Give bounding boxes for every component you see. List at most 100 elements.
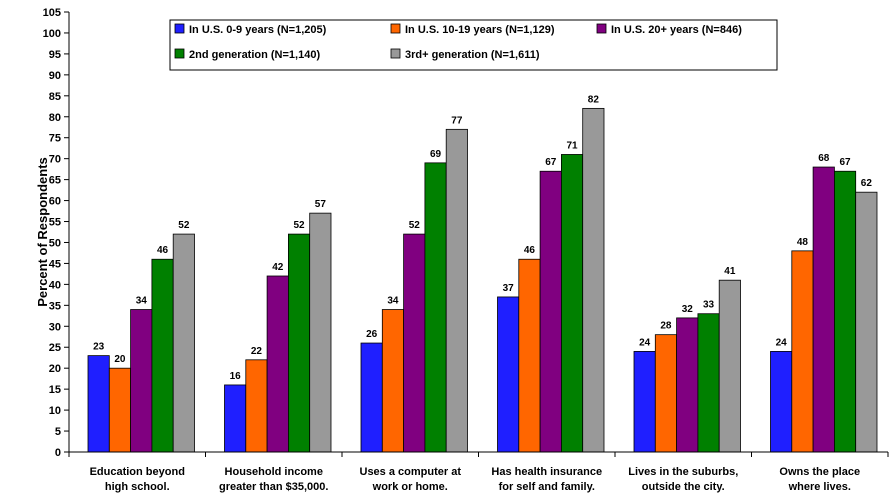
legend-entry: In U.S. 0-9 years (N=1,205) (189, 24, 327, 36)
bar (381, 309, 404, 453)
data-label: 52 (178, 220, 190, 231)
category-label: Lives in the suburbs, outside the city. (628, 466, 738, 493)
legend-box (169, 19, 778, 71)
data-label: 34 (387, 296, 399, 307)
bar (633, 351, 656, 453)
y-axis-label: Percent of Respondents (35, 157, 50, 307)
y-tick-label: 10 (49, 405, 61, 417)
bar (582, 107, 605, 453)
bar (87, 355, 110, 453)
y-tick-label: 15 (49, 384, 61, 396)
bar (812, 166, 835, 453)
legend-swatch (390, 48, 401, 59)
y-tick-label: 25 (49, 342, 61, 354)
data-label: 82 (588, 94, 600, 105)
category-label: Owns the place where lives. (779, 466, 860, 493)
legend-entry: 3rd+ generation (N=1,611) (405, 49, 540, 61)
legend-entry: In U.S. 10-19 years (N=1,129) (405, 24, 555, 36)
data-label: 52 (293, 220, 305, 231)
category-label: Household income greater than $35,000. (219, 466, 328, 493)
data-label: 22 (251, 346, 263, 357)
y-tick-label: 80 (49, 112, 61, 124)
category-label: Uses a computer at work or home. (360, 466, 462, 493)
data-label: 16 (230, 371, 242, 382)
bars (87, 107, 878, 453)
y-tick-label: 70 (49, 154, 61, 166)
bar (309, 212, 332, 453)
legend: In U.S. 0-9 years (N=1,205) In U.S. 10-19… (169, 19, 778, 71)
y-tick-label: 50 (49, 237, 61, 249)
bar (224, 384, 247, 453)
bar (130, 309, 153, 453)
data-label: 46 (524, 245, 536, 256)
bar (266, 275, 289, 453)
bar (424, 162, 447, 453)
y-tick-label: 35 (49, 300, 61, 312)
bar (855, 191, 878, 453)
data-label: 48 (797, 237, 809, 248)
data-label: 77 (451, 115, 463, 126)
data-label: 42 (272, 262, 284, 273)
category-label: Education beyond high school. (90, 466, 185, 493)
axes (68, 12, 889, 457)
bar (676, 317, 699, 453)
data-label: 37 (503, 283, 515, 294)
y-tick-label: 90 (49, 70, 61, 82)
y-tick-label: 30 (49, 321, 61, 333)
bar (287, 233, 311, 453)
bar (791, 250, 814, 453)
data-label: 32 (682, 304, 694, 315)
bar (770, 351, 793, 453)
legend-swatch (390, 23, 401, 34)
data-label: 68 (818, 153, 830, 164)
bar (539, 170, 562, 453)
bar (245, 359, 268, 453)
category-labels: Education beyond high school. Household in… (90, 466, 861, 493)
bar (518, 258, 541, 453)
y-axis-ticks: 0 5 10 15 20 25 30 35 40 45 50 55 60 65 70 75 80 85 90 95 10… (43, 7, 69, 459)
data-label: 67 (839, 157, 851, 168)
data-label: 46 (157, 245, 169, 256)
bar (718, 279, 741, 453)
y-tick-label: 105 (43, 7, 61, 19)
data-label: 23 (93, 342, 105, 353)
y-tick-label: 60 (49, 196, 61, 208)
legend-swatch (174, 23, 185, 34)
data-label: 24 (776, 337, 788, 348)
legend-entry: 2nd generation (N=1,140) (189, 49, 320, 61)
y-tick-label: 65 (49, 175, 61, 187)
bar (445, 128, 468, 453)
y-tick-label: 5 (55, 426, 61, 438)
legend-swatch (174, 48, 185, 59)
data-labels: 23 16 26 37 24 24 20 22 34 46 28 48 34 42 52 67 32 68 46 52… (93, 94, 872, 382)
y-tick-label: 40 (49, 279, 61, 291)
bar (697, 313, 720, 453)
bar (561, 154, 584, 453)
data-label: 62 (861, 178, 873, 189)
data-label: 20 (114, 354, 126, 365)
y-tick-label: 0 (55, 447, 61, 459)
y-tick-label: 20 (49, 363, 61, 375)
data-label: 67 (545, 157, 557, 168)
data-label: 69 (430, 149, 442, 160)
data-label: 34 (136, 296, 148, 307)
bar (151, 258, 174, 453)
data-label: 52 (409, 220, 421, 231)
y-tick-label: 95 (49, 49, 61, 61)
bar (360, 342, 383, 453)
data-label: 57 (315, 199, 327, 210)
category-label: Has health insurance for self and family. (491, 466, 602, 493)
bar (403, 233, 426, 453)
data-label: 24 (639, 337, 651, 348)
data-label: 71 (566, 140, 578, 151)
y-tick-label: 45 (49, 258, 61, 270)
bar (834, 170, 857, 453)
y-tick-label: 75 (49, 133, 61, 145)
bar (108, 367, 132, 453)
legend-swatch (596, 23, 607, 34)
bar (172, 233, 195, 453)
data-label: 33 (703, 300, 715, 311)
legend-entry: In U.S. 20+ years (N=846) (611, 24, 742, 36)
bar (654, 334, 677, 453)
